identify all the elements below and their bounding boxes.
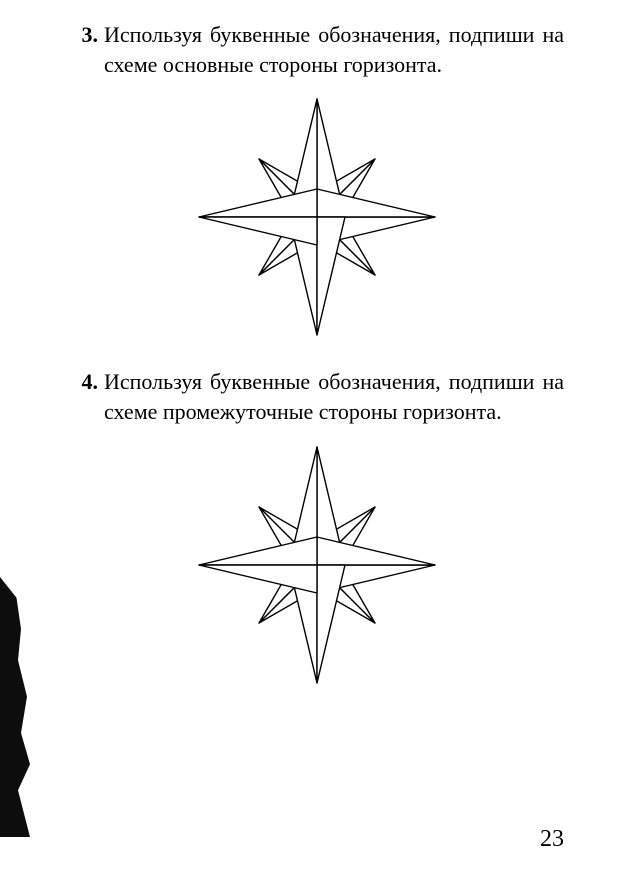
compass-rose-icon: [187, 435, 447, 695]
scan-artifact: [0, 577, 30, 837]
task-row: 3. Используя буквенные обозначения, подп…: [70, 20, 564, 79]
page-number: 23: [540, 826, 564, 853]
task-4: 4. Используя буквенные обозначения, подп…: [70, 367, 564, 694]
task-number: 4.: [70, 367, 104, 397]
compass-rose-icon: [187, 87, 447, 347]
task-number: 3.: [70, 20, 104, 50]
page: 3. Используя буквенные обозначения, подп…: [0, 0, 624, 877]
compass-rose-container-2: [70, 435, 564, 695]
task-text: Используя буквенные обозначения, подпиши…: [104, 20, 564, 79]
task-text: Используя буквенные обозначения, подпиши…: [104, 367, 564, 426]
task-3: 3. Используя буквенные обозначения, подп…: [70, 20, 564, 347]
compass-rose-container-1: [70, 87, 564, 347]
task-row: 4. Используя буквенные обозначения, подп…: [70, 367, 564, 426]
